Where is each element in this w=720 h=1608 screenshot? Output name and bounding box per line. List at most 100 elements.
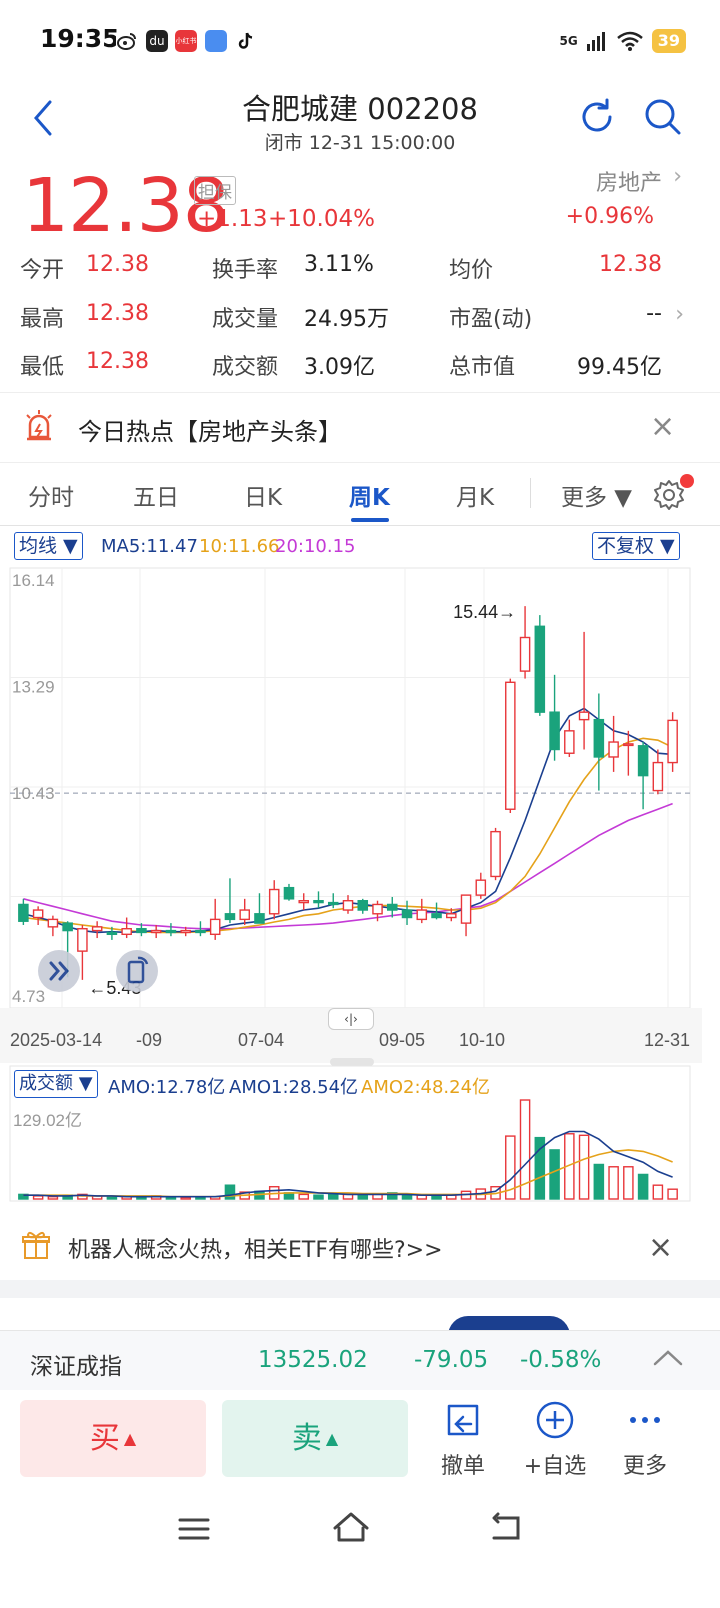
amount-bar	[534, 1136, 546, 1200]
tab-daily-k[interactable]: 日K	[244, 485, 283, 511]
amo2-value: AMO2:48.24亿	[361, 1077, 491, 1098]
high-annotation: 15.44→	[453, 602, 516, 622]
amount-bar	[667, 1188, 678, 1200]
cancel-order-button[interactable]: 撤单	[423, 1400, 503, 1480]
amount-chart[interactable]: 129.02亿	[0, 1062, 702, 1214]
candle-body	[283, 886, 295, 900]
tab-monthly-k[interactable]: 月K	[456, 485, 495, 511]
active-pill	[448, 1316, 570, 1330]
amount-bar	[180, 1196, 191, 1200]
close-icon[interactable]: ×	[650, 409, 676, 444]
kline-chart[interactable]: 16.14 13.29 10.43 4.73 2025-03-14 -09 07-04 09-…	[0, 560, 702, 1065]
promo-text[interactable]: 机器人概念火热，相关ETF有哪些?>>	[68, 1238, 443, 1263]
x-tick-label: -09	[136, 1030, 162, 1050]
index-value: 13525.02	[258, 1347, 368, 1373]
candle-body	[77, 928, 88, 952]
candle-body	[357, 900, 369, 911]
y-tick-label: 4.73	[12, 987, 45, 1006]
system-nav-bar	[0, 1492, 720, 1608]
turnover-rate-label: 换手率	[212, 258, 279, 283]
splitter-handle[interactable]	[330, 1058, 374, 1066]
more-button[interactable]: 更多	[605, 1400, 685, 1480]
y-tick-label: 16.14	[12, 571, 55, 590]
chart-frame	[9, 1065, 691, 1202]
tiktok-icon	[235, 30, 257, 52]
expand-button[interactable]	[38, 950, 80, 992]
candle-body	[578, 711, 590, 721]
chart-frame	[9, 567, 691, 1009]
tab-intraday[interactable]: 分时	[28, 485, 74, 511]
amount-bar	[224, 1184, 236, 1200]
amount-value: 3.09亿	[304, 355, 375, 380]
candle-body	[18, 903, 29, 922]
amount-bar	[401, 1194, 413, 1200]
candle-body	[386, 903, 398, 911]
candle-body	[475, 879, 487, 896]
tab-five-day[interactable]: 五日	[133, 485, 179, 511]
triangle-up-icon: ▲	[325, 1429, 339, 1448]
candle-body	[224, 913, 236, 921]
ma5-value: MA5:11.47	[101, 536, 198, 557]
amount-bar	[106, 1195, 118, 1200]
market-cap-value: 99.45亿	[577, 355, 662, 380]
indicator-selector[interactable]: 成交额 ▼	[14, 1070, 98, 1098]
candle-body	[431, 913, 442, 919]
price-change: +1.13	[197, 206, 268, 232]
candle-body	[121, 928, 132, 936]
buy-button[interactable]: 买 ▲	[20, 1400, 206, 1477]
close-icon[interactable]: ×	[648, 1230, 674, 1265]
promo-banner[interactable]	[0, 1214, 720, 1280]
candle-body	[195, 929, 206, 934]
undo-order-icon	[447, 1404, 479, 1436]
search-button[interactable]	[642, 96, 684, 138]
ma20-value: 20:10.15	[275, 536, 356, 557]
ma10-value: 10:11.66	[199, 536, 280, 557]
divider	[0, 525, 720, 526]
low-value: 12.38	[86, 349, 149, 374]
y-tick-label: 10.43	[12, 784, 55, 803]
back-button[interactable]	[24, 96, 64, 140]
back-nav-icon[interactable]	[488, 1512, 524, 1544]
amount-bar	[195, 1196, 206, 1200]
index-bar[interactable]	[0, 1330, 720, 1390]
refresh-icon	[582, 98, 612, 132]
home-icon[interactable]	[331, 1510, 371, 1544]
signal-icon	[586, 32, 605, 51]
sector-link[interactable]: 房地产	[595, 171, 662, 196]
settings-button[interactable]	[652, 478, 686, 512]
status-bar: 19:35 du 小红书 5G 39	[0, 0, 720, 80]
ma-selector[interactable]: 均线 ▼	[14, 532, 83, 560]
rotate-button[interactable]	[116, 950, 158, 992]
chevron-right-icon[interactable]: ›	[673, 164, 682, 189]
candle-body	[313, 900, 324, 904]
divider	[0, 462, 720, 463]
amount-label: 成交额	[212, 355, 279, 380]
candle-body	[254, 913, 265, 924]
index-name: 深证成指	[30, 1354, 122, 1380]
menu-icon[interactable]	[176, 1514, 212, 1544]
adjust-selector[interactable]: 不复权 ▼	[592, 532, 680, 560]
chart-grid	[9, 1065, 691, 1202]
tab-weekly-k[interactable]: 周K	[349, 485, 390, 511]
candle-body	[564, 730, 575, 754]
hotspot-link[interactable]: 今日热点【房地产头条】	[78, 418, 342, 446]
tab-more[interactable]: 更多 ▼	[561, 485, 632, 511]
x-tick-label: 09-05	[379, 1030, 425, 1050]
market-status: 闭市 12-31 15:00:00	[264, 132, 456, 154]
add-watchlist-button[interactable]: +自选	[515, 1400, 595, 1480]
x-tick-label: 12-31	[644, 1030, 690, 1050]
refresh-button[interactable]	[576, 96, 618, 138]
y-tick-label: 129.02亿	[13, 1111, 82, 1130]
add-watchlist-label: +自选	[523, 1454, 587, 1479]
double-chevron-right-icon	[49, 961, 69, 981]
candle-body	[62, 922, 73, 932]
sell-button[interactable]: 卖 ▲	[222, 1400, 408, 1477]
weibo-icon	[116, 30, 138, 52]
chevron-right-icon[interactable]: ›	[675, 302, 684, 327]
amount-bars	[18, 1099, 678, 1200]
candle-body	[490, 830, 501, 878]
chart-drag-handle[interactable]: ‹|›	[328, 1008, 374, 1030]
price-change-pct: +10.04%	[268, 206, 375, 232]
expand-button[interactable]	[652, 1344, 684, 1372]
more-label: 更多	[622, 1454, 667, 1479]
